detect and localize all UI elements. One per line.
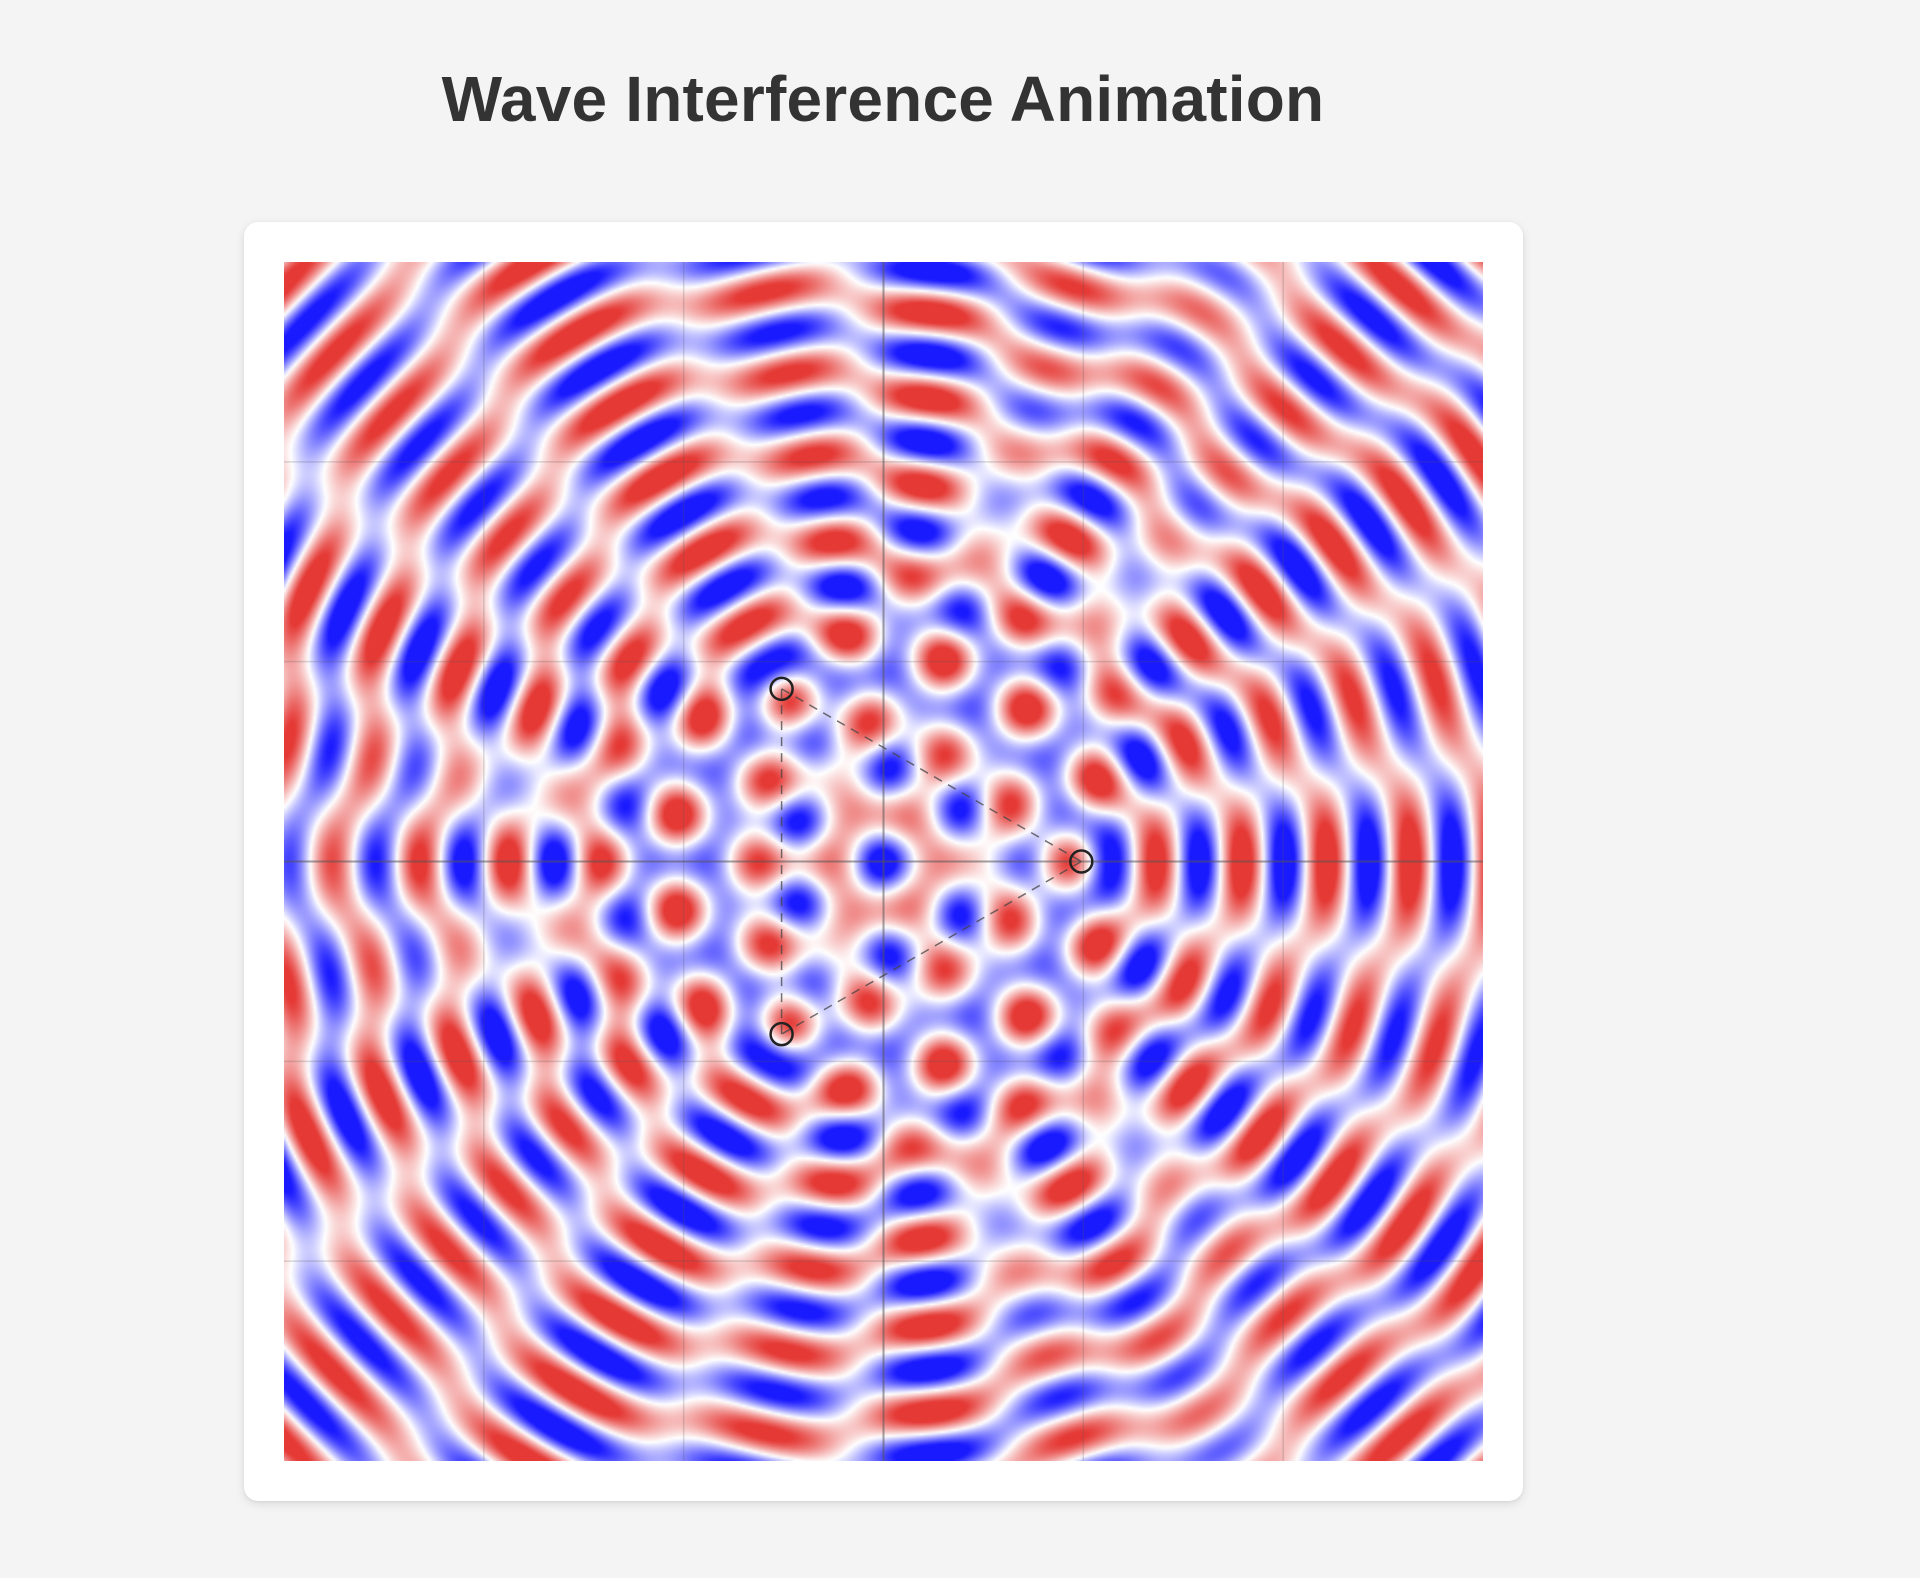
source-connector-line: [781, 860, 1082, 1035]
source-markers: [769, 676, 1094, 1047]
page-title: Wave Interference Animation: [441, 63, 1325, 135]
source-1-marker[interactable]: [769, 676, 794, 702]
source-2-marker[interactable]: [1069, 849, 1094, 874]
source-connector-line: [781, 688, 1082, 863]
grid-lines: [284, 262, 1483, 1461]
overlay-layer: [284, 262, 1483, 1461]
wave-field[interactable]: [284, 262, 1483, 1461]
source-3-marker[interactable]: [769, 1021, 794, 1047]
simulation-card: [244, 222, 1523, 1501]
source-connector-lines: [780, 688, 1082, 1035]
